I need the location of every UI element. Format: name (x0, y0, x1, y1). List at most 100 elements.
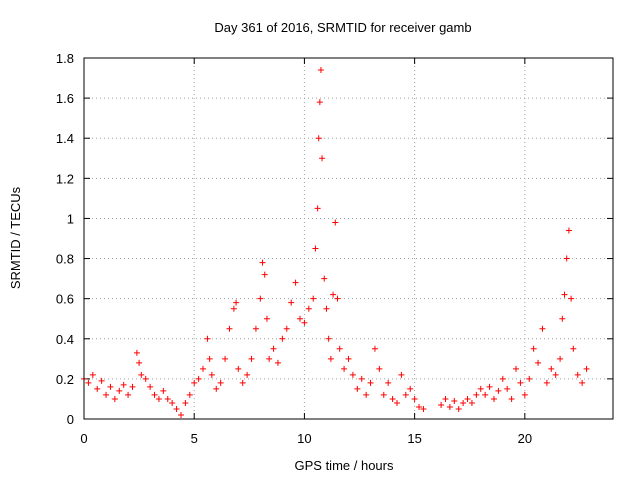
data-point (486, 383, 493, 390)
data-point (568, 295, 575, 302)
data-point (455, 405, 462, 412)
data-point (565, 227, 572, 234)
x-tick-label: 20 (518, 431, 532, 446)
data-point (315, 135, 322, 142)
data-point (111, 395, 118, 402)
data-point (579, 379, 586, 386)
data-point (316, 99, 323, 106)
data-point (583, 365, 590, 372)
y-tick-label: 1.6 (56, 91, 74, 106)
data-point (177, 411, 184, 418)
data-point (323, 305, 330, 312)
data-point (570, 345, 577, 352)
data-point (305, 305, 312, 312)
data-point (539, 325, 546, 332)
data-point (495, 387, 502, 394)
data-point (301, 319, 308, 326)
data-point (274, 359, 281, 366)
data-point (164, 395, 171, 402)
grid-layer (84, 58, 613, 419)
data-point (235, 365, 242, 372)
data-point (438, 401, 445, 408)
data-point (358, 375, 365, 382)
point-layer (81, 67, 590, 418)
data-point (561, 291, 568, 298)
y-axis-label: SRMTID / TECUs (8, 186, 23, 289)
data-point (416, 403, 423, 410)
data-point (233, 299, 240, 306)
data-point (327, 355, 334, 362)
data-point (499, 375, 506, 382)
data-point (204, 335, 211, 342)
data-point (330, 291, 337, 298)
data-point (263, 315, 270, 322)
data-point (376, 365, 383, 372)
data-point (341, 365, 348, 372)
data-point (319, 155, 326, 162)
x-tick-label: 15 (407, 431, 421, 446)
data-point (442, 395, 449, 402)
data-point (239, 379, 246, 386)
data-point (98, 377, 105, 384)
data-point (230, 305, 237, 312)
data-point (279, 335, 286, 342)
data-point (125, 391, 132, 398)
data-point (259, 259, 266, 266)
data-point (248, 355, 255, 362)
data-point (129, 383, 136, 390)
data-point (195, 375, 202, 382)
data-point (371, 345, 378, 352)
data-point (543, 379, 550, 386)
data-point (508, 395, 515, 402)
y-tick-label: 0.8 (56, 252, 74, 267)
data-point (206, 355, 213, 362)
data-point (173, 405, 180, 412)
data-point (389, 395, 396, 402)
data-point (517, 379, 524, 386)
data-point (490, 395, 497, 402)
data-point (393, 399, 400, 406)
data-point (136, 359, 143, 366)
y-tick-label: 0.2 (56, 372, 74, 387)
data-point (208, 371, 215, 378)
data-point (155, 395, 162, 402)
data-point (217, 379, 224, 386)
data-point (317, 67, 324, 74)
data-point (420, 405, 427, 412)
data-point (151, 391, 158, 398)
data-point (354, 385, 361, 392)
data-point (473, 391, 480, 398)
data-point (521, 391, 528, 398)
data-point (270, 345, 277, 352)
data-point (407, 385, 414, 392)
data-point (133, 349, 140, 356)
data-point (526, 375, 533, 382)
y-tick-label: 1 (67, 211, 74, 226)
data-point (116, 387, 123, 394)
data-point (297, 315, 304, 322)
chart-title: Day 361 of 2016, SRMTID for receiver gam… (214, 20, 471, 35)
data-point (559, 315, 566, 322)
data-point (186, 391, 193, 398)
data-point (261, 271, 268, 278)
plot-frame (83, 57, 614, 420)
data-point (563, 255, 570, 262)
data-point (385, 379, 392, 386)
data-point (468, 399, 475, 406)
data-point (402, 391, 409, 398)
data-point (288, 299, 295, 306)
x-tick-label: 5 (191, 431, 198, 446)
data-point (552, 371, 559, 378)
data-point (244, 371, 251, 378)
data-point (380, 391, 387, 398)
data-point (321, 275, 328, 282)
data-point (535, 359, 542, 366)
data-point (222, 355, 229, 362)
data-point (283, 325, 290, 332)
data-point (142, 375, 149, 382)
y-tick-label: 1.2 (56, 171, 74, 186)
data-point (160, 387, 167, 394)
data-point (504, 385, 511, 392)
data-point (213, 385, 220, 392)
